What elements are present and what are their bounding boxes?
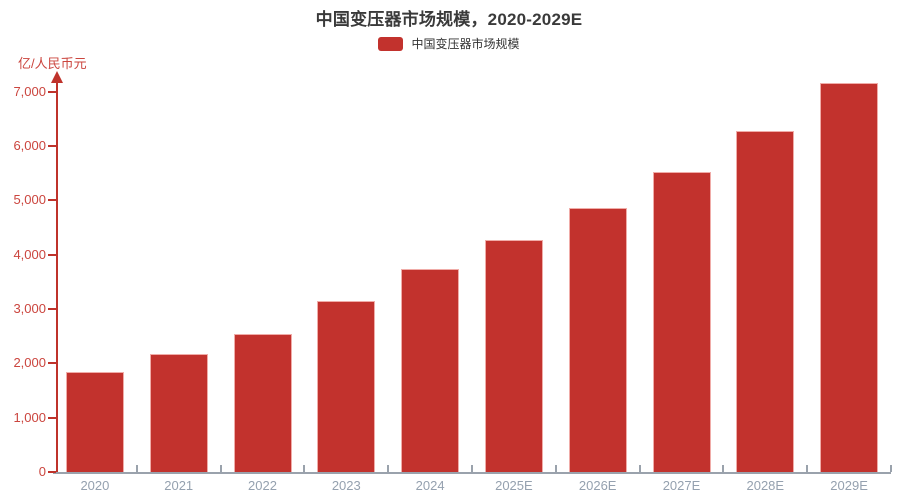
x-axis-tick <box>303 465 306 472</box>
x-axis-tick <box>471 465 473 472</box>
legend-swatch-icon <box>378 36 404 51</box>
y-axis-tick <box>48 253 56 256</box>
y-axis-line <box>56 80 58 472</box>
bar-2027E[interactable] <box>653 172 711 472</box>
y-axis-tick <box>48 471 56 473</box>
x-axis-label-2020: 2020 <box>80 478 110 493</box>
legend: 中国变压器市场规模 <box>0 35 898 52</box>
bar-2020[interactable] <box>66 372 124 472</box>
y-axis-tick-label: 2,000 <box>13 355 46 371</box>
y-axis-unit-label: 亿/人民币元 <box>18 56 87 71</box>
x-axis-label-2023: 2023 <box>331 478 361 493</box>
bar-2024[interactable] <box>401 269 459 472</box>
x-axis-tick <box>554 465 557 472</box>
legend-item[interactable]: 中国变压器市场规模 <box>378 35 520 52</box>
bar-2026E[interactable] <box>569 208 627 472</box>
x-axis-label-2028E: 2028E <box>746 478 785 493</box>
x-axis-tick <box>638 465 641 472</box>
y-axis-tick-label: 6,000 <box>13 137 46 153</box>
y-axis-tick <box>48 199 56 202</box>
bar-2023[interactable] <box>317 301 375 472</box>
y-axis-tick-label: 1,000 <box>13 409 46 425</box>
bar-2028E[interactable] <box>736 131 794 472</box>
x-axis-label-2025E: 2025E <box>495 478 533 493</box>
y-axis-tick <box>48 144 56 147</box>
y-axis-tick <box>48 416 56 419</box>
x-axis-tick <box>135 465 138 472</box>
x-axis-line <box>53 472 891 474</box>
y-axis-tick-label: 7,000 <box>13 83 46 99</box>
bar-2029E[interactable] <box>820 83 878 472</box>
y-axis-tick <box>48 90 56 93</box>
y-axis-tick-label: 5,000 <box>13 192 46 208</box>
x-axis-label-2022: 2022 <box>248 478 277 493</box>
bar-2021[interactable] <box>150 354 208 472</box>
bar-2025E[interactable] <box>485 240 543 472</box>
x-axis-tick <box>387 465 390 472</box>
x-axis-tick <box>806 465 809 472</box>
x-axis-label-2021: 2021 <box>164 478 194 493</box>
x-axis-label-2029E: 2029E <box>830 478 868 493</box>
x-axis-tick <box>722 465 725 472</box>
y-axis-tick-label: 4,000 <box>13 246 46 262</box>
y-axis-tick <box>48 362 56 365</box>
x-axis-label-2027E: 2027E <box>662 478 701 493</box>
y-axis-arrow-icon <box>51 71 63 83</box>
x-axis-label-2026E: 2026E <box>578 478 617 493</box>
y-axis-tick-label: 3,000 <box>13 300 46 316</box>
y-axis-tick <box>48 307 56 310</box>
chart-title: 中国变压器市场规模，2020-2029E <box>315 10 583 29</box>
legend-label: 中国变压器市场规模 <box>411 37 520 51</box>
bar-2022[interactable] <box>234 334 292 472</box>
x-axis-label-2024: 2024 <box>415 478 445 493</box>
x-axis-tick <box>219 465 222 472</box>
x-axis-tick <box>890 465 892 472</box>
y-axis-tick-label: 0 <box>38 464 46 479</box>
